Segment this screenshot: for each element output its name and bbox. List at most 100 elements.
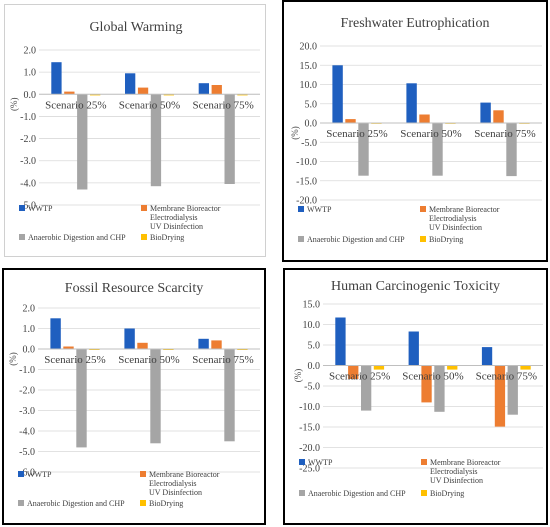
bar-anaerobic-digestion	[434, 365, 445, 412]
y-tick-label: 15.0	[300, 61, 318, 72]
bar-membrane-bioreactor	[348, 365, 359, 379]
y-tick-label: 0.0	[305, 119, 318, 130]
bar-wwtp	[125, 73, 136, 95]
legend-label: BioDrying	[149, 499, 183, 508]
y-tick-label: -5.0	[304, 382, 320, 393]
legend-swatch	[421, 490, 427, 496]
legend-swatch	[140, 471, 146, 477]
bar-wwtp	[481, 347, 493, 366]
legend-swatch	[420, 236, 426, 242]
y-axis-label: (%)	[8, 352, 18, 366]
category-label: Scenario 50%	[118, 354, 179, 366]
legend-label: BioDrying	[429, 235, 463, 244]
category-label: Scenario 75%	[476, 371, 537, 383]
y-tick-label: -25.0	[299, 464, 320, 475]
chart-title: Fossil Resource Scarcity	[65, 281, 203, 296]
bar-membrane-bioreactor	[345, 119, 356, 123]
y-tick-label: 5.0	[305, 99, 318, 110]
y-tick-label: -3.0	[20, 156, 36, 167]
legend-swatch	[421, 459, 427, 465]
bar-wwtp	[198, 338, 209, 350]
chart-svg-fossil-resource-scarcity: Fossil Resource Scarcity 2.0 1.0 0.0 -1.0 -2.…	[8, 281, 260, 508]
bar-wwtp	[50, 318, 61, 350]
y-tick-label: 10.0	[300, 80, 318, 91]
bar-anaerobic-digestion	[507, 365, 518, 415]
y-tick-label: -10.0	[296, 157, 317, 168]
bar-biodrying	[90, 94, 101, 96]
legend-swatch	[420, 206, 426, 212]
bar-wwtp	[406, 83, 417, 123]
y-tick-label: 5.0	[308, 341, 321, 352]
y-tick-label: -3.0	[19, 406, 35, 417]
chart-title: Freshwater Eutrophication	[341, 16, 490, 31]
chart-panel-global-warming: Global Warming 2.0 1.0 0.0 -1.0 -2.0 -3.0 -4.0 -…	[4, 4, 266, 257]
legend-swatch	[141, 234, 147, 240]
bar-wwtp	[332, 65, 343, 124]
y-tick-label: -1.0	[20, 112, 36, 123]
y-axis-label: (%)	[293, 369, 303, 383]
bar-membrane-bioreactor	[63, 346, 74, 349]
legend-label: Anaerobic Digestion and CHP	[308, 489, 406, 498]
bar-membrane-bioreactor	[64, 91, 75, 95]
legend-swatch	[141, 205, 147, 211]
chart-svg-global-warming: Global Warming 2.0 1.0 0.0 -1.0 -2.0 -3.0 -4.0 -…	[9, 20, 260, 242]
legend-label: WWTP	[28, 204, 53, 213]
legend-swatch	[299, 490, 305, 496]
legend-label: Anaerobic Digestion and CHP	[27, 499, 125, 508]
chart-panel-fossil-resource-scarcity: Fossil Resource Scarcity 2.0 1.0 0.0 -1.0 -2.…	[2, 268, 266, 525]
legend-label: WWTP	[27, 470, 52, 479]
legend-label: BioDrying	[430, 489, 464, 498]
bar-membrane-bioreactor	[211, 340, 222, 349]
bar-wwtp	[480, 102, 491, 123]
y-tick-label: -20.0	[299, 443, 320, 454]
y-tick-label: -4.0	[19, 427, 35, 438]
y-tick-label: -15.0	[299, 423, 320, 434]
legend-swatch	[18, 500, 24, 506]
bar-anaerobic-digestion	[506, 123, 517, 177]
y-tick-label: 0.0	[308, 361, 321, 372]
legend-label: WWTP	[307, 205, 332, 214]
bar-anaerobic-digestion	[224, 349, 235, 442]
y-tick-label: -1.0	[19, 365, 35, 376]
chart-svg-human-carcinogenic-toxicity: Human Carcinogenic Toxicity 15.0 10.0 5.0 0.…	[293, 279, 543, 498]
legend-label: Membrane Bioreactor Electrodialysis UV Dis…	[429, 205, 500, 232]
y-tick-label: -5.0	[20, 201, 36, 212]
category-label: Scenario 25%	[329, 371, 390, 383]
y-tick-label: 15.0	[303, 300, 321, 311]
bar-biodrying	[237, 94, 248, 96]
y-tick-label: -4.0	[20, 178, 36, 189]
y-axis-label: (%)	[290, 126, 300, 140]
bar-anaerobic-digestion	[224, 94, 235, 184]
y-tick-label: 1.0	[24, 68, 37, 79]
category-label: Scenario 75%	[474, 128, 535, 140]
category-label: Scenario 75%	[192, 354, 253, 366]
y-tick-label: 0.0	[24, 90, 37, 101]
bar-wwtp	[198, 83, 209, 95]
legend-swatch	[18, 471, 24, 477]
legend-swatch	[299, 459, 305, 465]
bar-membrane-bioreactor	[421, 365, 432, 403]
category-label: Scenario 25%	[326, 128, 387, 140]
y-tick-label: 0.0	[23, 345, 36, 356]
category-label: Scenario 75%	[192, 99, 253, 111]
legend-swatch	[140, 500, 146, 506]
bar-anaerobic-digestion	[358, 123, 369, 176]
bar-biodrying	[447, 365, 458, 370]
y-tick-label: -10.0	[299, 402, 320, 413]
bar-membrane-bioreactor	[211, 85, 222, 95]
bar-wwtp	[408, 331, 419, 366]
legend-swatch	[19, 205, 25, 211]
legend-label: WWTP	[308, 458, 333, 467]
bar-wwtp	[335, 317, 346, 366]
chart-title: Global Warming	[89, 20, 182, 35]
category-label: Scenario 50%	[400, 128, 461, 140]
bar-anaerobic-digestion	[150, 94, 162, 187]
y-tick-label: 10.0	[303, 320, 321, 331]
y-tick-label: 2.0	[24, 46, 37, 57]
y-tick-label: -20.0	[296, 196, 317, 207]
legend-label: Membrane Bioreactor Electrodialysis UV Dis…	[150, 204, 221, 231]
bar-anaerobic-digestion	[361, 365, 372, 411]
category-label: Scenario 25%	[44, 354, 105, 366]
bar-membrane-bioreactor	[137, 87, 149, 95]
bar-wwtp	[51, 62, 62, 95]
